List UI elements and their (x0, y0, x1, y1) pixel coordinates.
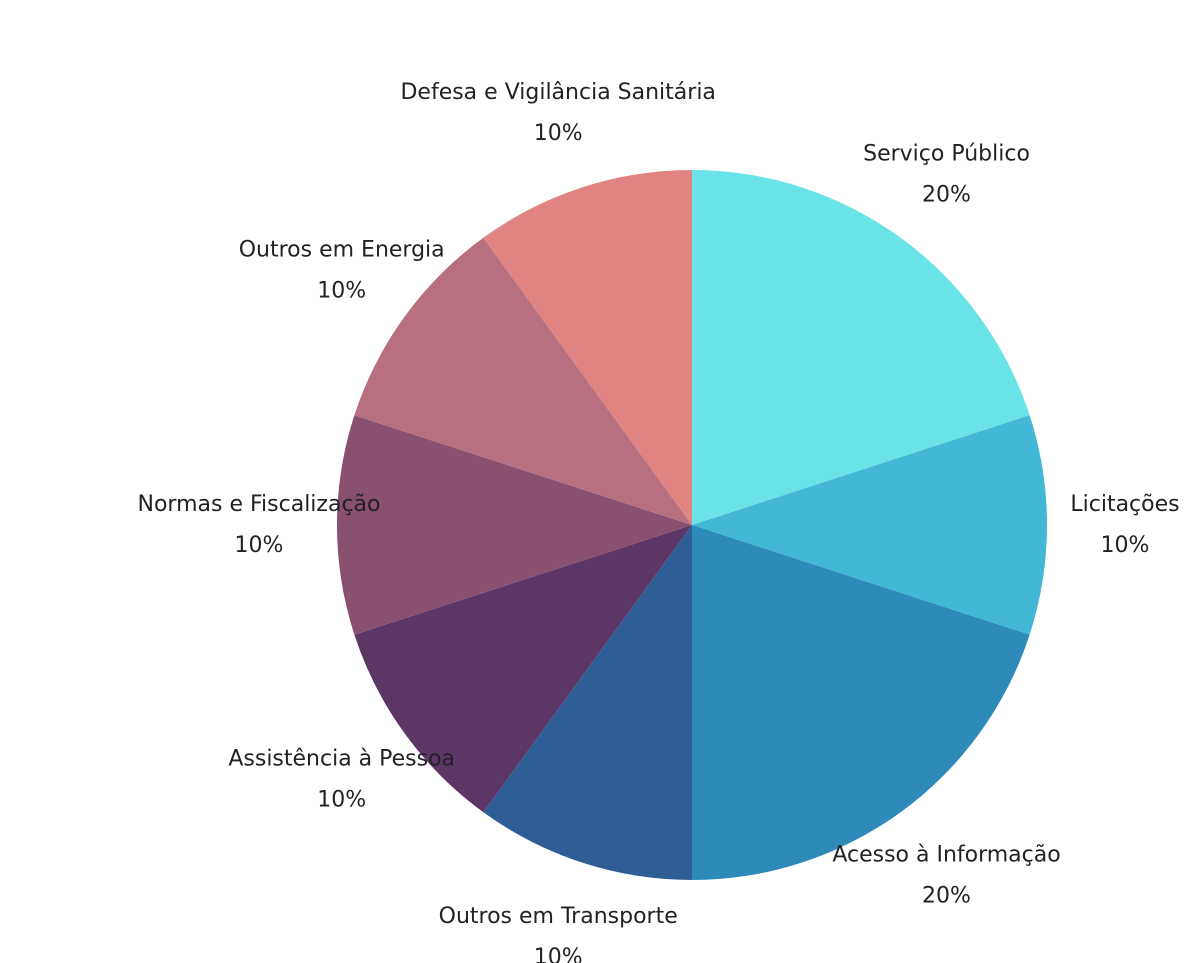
slice-value-label: 10% (1101, 533, 1150, 558)
slice-label: Normas e Fiscalização (138, 492, 381, 517)
slice-label: Outros em Transporte (439, 904, 678, 929)
slice-label: Assistência à Pessoa (228, 747, 455, 772)
slice-value-label: 10% (235, 533, 284, 558)
slice-label: Licitações (1070, 492, 1179, 517)
slice-label: Serviço Público (863, 142, 1030, 167)
slice-label: Acesso à Informação (832, 842, 1060, 867)
slice-label: Outros em Energia (239, 237, 445, 262)
slice-value-label: 20% (922, 183, 971, 208)
slice-label: Defesa e Vigilância Sanitária (400, 80, 715, 105)
page: Serviço Público 20% Licitações 10% Acesso à … (0, 0, 1203, 963)
slice-value-label: 20% (922, 883, 971, 908)
slice-value-label: 10% (317, 278, 366, 303)
slice-value-label: 10% (534, 121, 583, 146)
chart: Serviço Público 20% Licitações 10% Acesso à … (0, 0, 1203, 963)
slice-value-label: 10% (317, 788, 366, 813)
slice-value-label: 10% (534, 945, 583, 963)
